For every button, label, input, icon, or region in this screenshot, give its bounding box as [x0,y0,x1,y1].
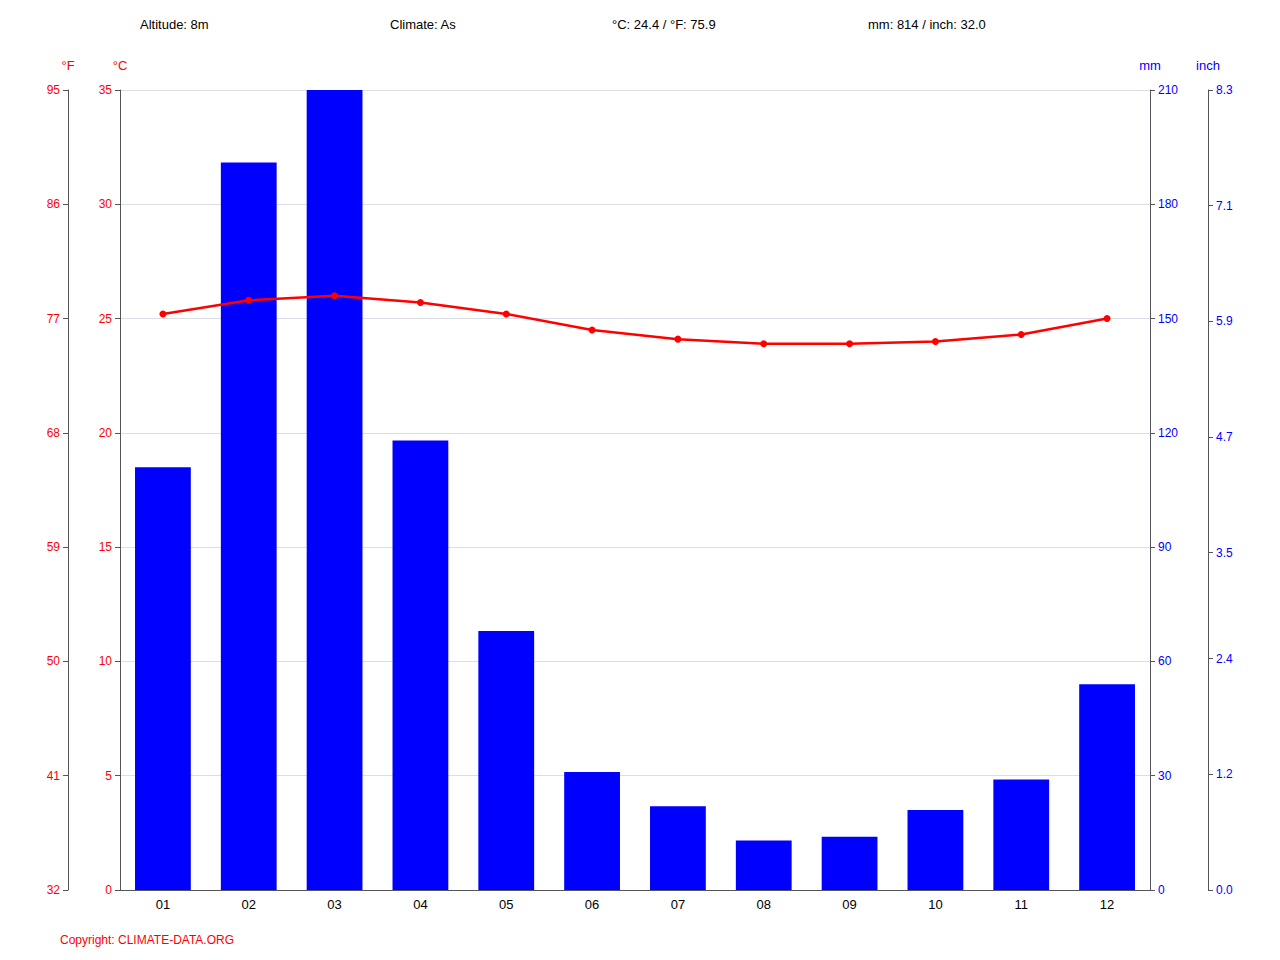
svg-text:59: 59 [47,540,61,554]
svg-text:11: 11 [1015,897,1029,912]
svg-text:4.7: 4.7 [1216,430,1233,444]
svg-text:08: 08 [757,897,771,912]
svg-text:°C: °C [113,58,128,73]
svg-text:0: 0 [1158,883,1165,897]
svg-text:Climate: As: Climate: As [390,17,456,32]
svg-text:8.3: 8.3 [1216,83,1233,97]
svg-text:210: 210 [1158,83,1178,97]
svg-text:0.0: 0.0 [1216,883,1233,897]
svg-text:25: 25 [99,312,113,326]
svg-text:120: 120 [1158,426,1178,440]
svg-text:60: 60 [1158,654,1172,668]
svg-text:30: 30 [99,197,113,211]
svg-text:95: 95 [47,83,61,97]
svg-text:20: 20 [99,426,113,440]
svg-text:86: 86 [47,197,61,211]
svg-text:06: 06 [585,897,599,912]
svg-text:Altitude: 8m: Altitude: 8m [140,17,209,32]
svg-text:10: 10 [928,897,942,912]
svg-text:77: 77 [47,312,61,326]
svg-text:05: 05 [499,897,513,912]
svg-text:5: 5 [105,769,112,783]
svg-text:32: 32 [47,883,61,897]
svg-text:12: 12 [1100,897,1114,912]
svg-text:09: 09 [842,897,856,912]
svg-text:5.9: 5.9 [1216,314,1233,328]
svg-text:Copyright: CLIMATE-DATA.ORG: Copyright: CLIMATE-DATA.ORG [60,933,234,947]
svg-text:180: 180 [1158,197,1178,211]
svg-text:04: 04 [413,897,427,912]
svg-text:mm: 814 / inch: 32.0: mm: 814 / inch: 32.0 [868,17,986,32]
svg-text:10: 10 [99,654,113,668]
svg-text:2.4: 2.4 [1216,652,1233,666]
svg-text:°F: °F [61,58,74,73]
svg-text:15: 15 [99,540,113,554]
svg-text:50: 50 [47,654,61,668]
svg-text:3.5: 3.5 [1216,546,1233,560]
svg-text:07: 07 [671,897,685,912]
svg-text:01: 01 [156,897,170,912]
svg-text:7.1: 7.1 [1216,199,1233,213]
svg-text:1.2: 1.2 [1216,767,1233,781]
svg-text:03: 03 [327,897,341,912]
svg-text:68: 68 [47,426,61,440]
svg-text:02: 02 [242,897,256,912]
svg-text:inch: inch [1196,58,1220,73]
svg-text:90: 90 [1158,540,1172,554]
svg-text:0: 0 [105,883,112,897]
svg-text:°C: 24.4 / °F: 75.9: °C: 24.4 / °F: 75.9 [612,17,716,32]
svg-text:30: 30 [1158,769,1172,783]
svg-text:35: 35 [99,83,113,97]
svg-text:mm: mm [1139,58,1161,73]
svg-text:41: 41 [47,769,61,783]
svg-text:150: 150 [1158,312,1178,326]
